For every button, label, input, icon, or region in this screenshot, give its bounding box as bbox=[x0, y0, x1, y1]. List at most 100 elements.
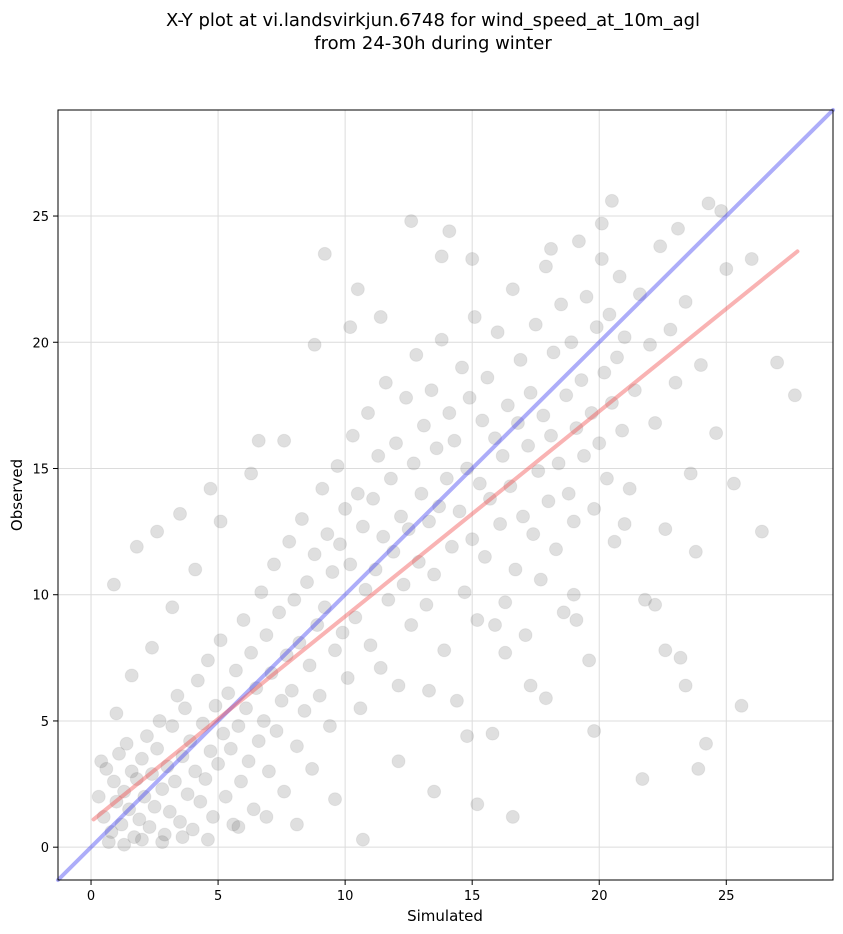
data-point bbox=[488, 431, 502, 446]
data-point bbox=[693, 358, 708, 372]
data-point bbox=[343, 320, 358, 335]
data-point bbox=[139, 729, 154, 744]
data-point bbox=[188, 562, 203, 577]
data-point bbox=[383, 471, 398, 486]
data-point bbox=[521, 438, 536, 453]
data-point bbox=[500, 398, 515, 413]
x-tick-label: 25 bbox=[718, 889, 735, 904]
data-point bbox=[203, 481, 218, 496]
data-point bbox=[528, 317, 543, 332]
data-point bbox=[106, 774, 121, 789]
data-point bbox=[345, 428, 360, 443]
data-point bbox=[157, 827, 172, 842]
data-point bbox=[165, 600, 180, 615]
data-point bbox=[391, 754, 406, 769]
data-point bbox=[604, 193, 619, 208]
data-point bbox=[91, 789, 106, 804]
x-tick-label: 5 bbox=[214, 889, 222, 904]
data-point bbox=[688, 544, 703, 559]
data-point bbox=[251, 734, 266, 749]
data-point bbox=[147, 799, 162, 814]
data-point bbox=[411, 554, 426, 569]
data-point bbox=[328, 643, 342, 658]
data-point bbox=[523, 678, 538, 693]
data-point bbox=[610, 350, 624, 365]
data-point bbox=[274, 693, 289, 708]
data-point bbox=[124, 764, 139, 779]
data-point bbox=[350, 486, 365, 501]
data-point bbox=[439, 471, 454, 486]
data-point bbox=[256, 714, 271, 728]
data-point bbox=[498, 595, 513, 610]
data-point bbox=[373, 310, 388, 324]
data-point bbox=[638, 592, 652, 607]
data-point bbox=[648, 416, 663, 430]
data-point bbox=[300, 575, 314, 590]
data-point bbox=[254, 585, 269, 600]
data-point bbox=[175, 749, 190, 764]
data-point bbox=[358, 582, 373, 597]
data-point bbox=[455, 360, 469, 375]
data-point bbox=[409, 347, 424, 362]
data-point bbox=[470, 613, 485, 627]
data-point bbox=[770, 355, 785, 370]
data-point bbox=[132, 812, 147, 827]
data-point bbox=[381, 592, 396, 607]
data-point bbox=[188, 764, 203, 779]
data-point bbox=[279, 648, 294, 663]
data-point bbox=[338, 501, 353, 516]
data-point bbox=[465, 252, 480, 266]
data-point bbox=[427, 784, 442, 799]
data-point bbox=[604, 395, 619, 410]
data-point bbox=[129, 539, 144, 554]
data-point bbox=[175, 830, 190, 845]
data-point bbox=[546, 345, 561, 360]
data-point bbox=[386, 544, 401, 559]
data-point bbox=[719, 262, 734, 276]
data-point bbox=[699, 736, 713, 751]
data-point bbox=[173, 814, 187, 829]
data-point bbox=[483, 491, 497, 506]
data-point bbox=[269, 724, 284, 738]
data-point bbox=[99, 761, 114, 776]
data-point bbox=[589, 320, 604, 335]
data-point bbox=[167, 774, 182, 789]
data-point bbox=[328, 792, 342, 807]
x-tick-label: 10 bbox=[337, 889, 354, 904]
data-point bbox=[198, 772, 213, 786]
data-point bbox=[294, 512, 309, 526]
data-point bbox=[317, 600, 332, 615]
data-point bbox=[653, 239, 668, 254]
data-point bbox=[394, 509, 408, 524]
data-point bbox=[249, 681, 264, 696]
data-point bbox=[432, 499, 447, 514]
data-point bbox=[289, 817, 304, 832]
data-point bbox=[564, 335, 579, 350]
data-point bbox=[505, 282, 520, 297]
data-point bbox=[104, 825, 119, 839]
data-point bbox=[267, 557, 281, 572]
data-point bbox=[289, 739, 304, 754]
data-point bbox=[305, 761, 320, 776]
data-point bbox=[416, 418, 431, 433]
data-point bbox=[470, 797, 485, 812]
data-point bbox=[536, 408, 551, 423]
data-point bbox=[561, 486, 576, 501]
data-point bbox=[203, 744, 218, 759]
data-point bbox=[155, 782, 170, 797]
x-tick-label: 15 bbox=[464, 889, 481, 904]
data-point bbox=[378, 375, 393, 390]
data-point bbox=[414, 486, 429, 501]
data-point bbox=[333, 537, 347, 552]
data-point bbox=[193, 794, 208, 809]
data-point bbox=[457, 585, 472, 600]
identity-line bbox=[56, 108, 835, 882]
data-point bbox=[577, 448, 591, 463]
data-point bbox=[165, 719, 180, 733]
data-point bbox=[208, 698, 223, 713]
data-point bbox=[134, 751, 149, 766]
data-point bbox=[472, 476, 487, 491]
data-point bbox=[391, 678, 406, 693]
chart-subtitle: from 24-30h during winter bbox=[314, 33, 552, 54]
data-point bbox=[297, 703, 312, 718]
